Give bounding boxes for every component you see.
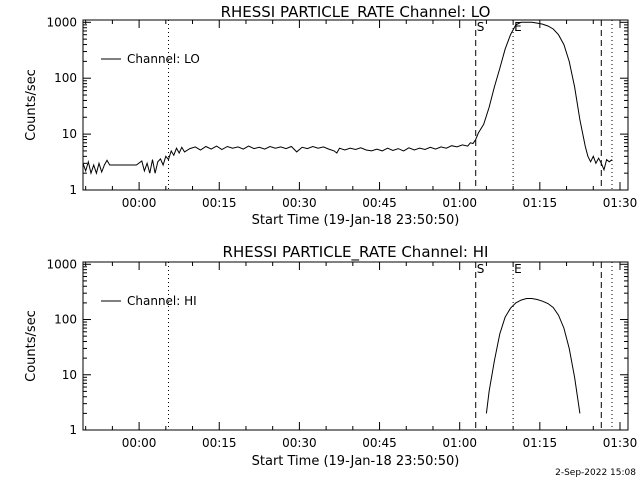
chart1-title: RHESSI PARTICLE_RATE Channel: LO bbox=[221, 3, 491, 22]
chart2-title: RHESSI PARTICLE_RATE Channel: HI bbox=[223, 243, 489, 262]
chart1-x-tick-label: 01:00 bbox=[442, 196, 477, 210]
chart1-plot-frame bbox=[82, 19, 629, 191]
chart1-x-axis-label: Start Time (19-Jan-18 23:50:50) bbox=[252, 213, 460, 228]
chart1-y-tick-label: 1000 bbox=[46, 15, 77, 29]
plot-timestamp: 2-Sep-2022 15:08 bbox=[555, 468, 636, 478]
chart2-x-tick-label: 00:15 bbox=[202, 436, 237, 450]
chart2-y-tick-label: 100 bbox=[54, 313, 77, 327]
chart1-x-tick-label: 00:30 bbox=[282, 196, 317, 210]
chart2-x-tick-label: 01:00 bbox=[442, 436, 477, 450]
chart1-y-axis-label: Counts/sec bbox=[24, 69, 39, 141]
chart1-legend-label: Channel: LO bbox=[127, 52, 200, 66]
chart1-x-tick-label: 00:15 bbox=[202, 196, 237, 210]
chart1-y-tick-label: 10 bbox=[62, 127, 77, 141]
chart1-x-tick-label: 00:45 bbox=[362, 196, 397, 210]
chart1-marker-label: E bbox=[514, 20, 522, 34]
chart2-plot-frame bbox=[82, 261, 629, 431]
chart1-x-tick-label: 01:30 bbox=[603, 196, 638, 210]
chart2-y-tick-label: 1000 bbox=[46, 257, 77, 271]
chart2-x-tick-label: 00:00 bbox=[122, 436, 157, 450]
chart2-y-axis-label: Counts/sec bbox=[24, 310, 39, 382]
chart1-x-tick-label: 00:00 bbox=[122, 196, 157, 210]
chart2-legend-label: Channel: HI bbox=[127, 294, 197, 308]
chart2-x-tick-label: 01:15 bbox=[523, 436, 558, 450]
chart1-x-tick-label: 01:15 bbox=[523, 196, 558, 210]
chart1-panel: RHESSI PARTICLE_RATE Channel: LO Counts/s… bbox=[24, 3, 637, 228]
chart1-y-tick-label: 1 bbox=[69, 183, 77, 197]
chart2-y-tick-label: 10 bbox=[62, 368, 77, 382]
chart2-marker-label: E bbox=[514, 262, 522, 276]
chart2-marker-label: S bbox=[477, 262, 485, 276]
chart2-series-line bbox=[485, 298, 581, 414]
chart1-marker-label: S bbox=[477, 20, 485, 34]
chart2-x-tick-label: 00:30 bbox=[282, 436, 317, 450]
chart2-x-tick-label: 01:30 bbox=[603, 436, 638, 450]
chart2-panel: RHESSI PARTICLE_RATE Channel: HI Counts/s… bbox=[24, 243, 637, 469]
chart2-x-tick-label: 00:45 bbox=[362, 436, 397, 450]
chart2-y-tick-label: 1 bbox=[69, 423, 77, 437]
chart1-y-tick-label: 100 bbox=[54, 71, 77, 85]
chart1-series-line bbox=[82, 21, 613, 176]
chart2-x-axis-label: Start Time (19-Jan-18 23:50:50) bbox=[252, 454, 460, 469]
